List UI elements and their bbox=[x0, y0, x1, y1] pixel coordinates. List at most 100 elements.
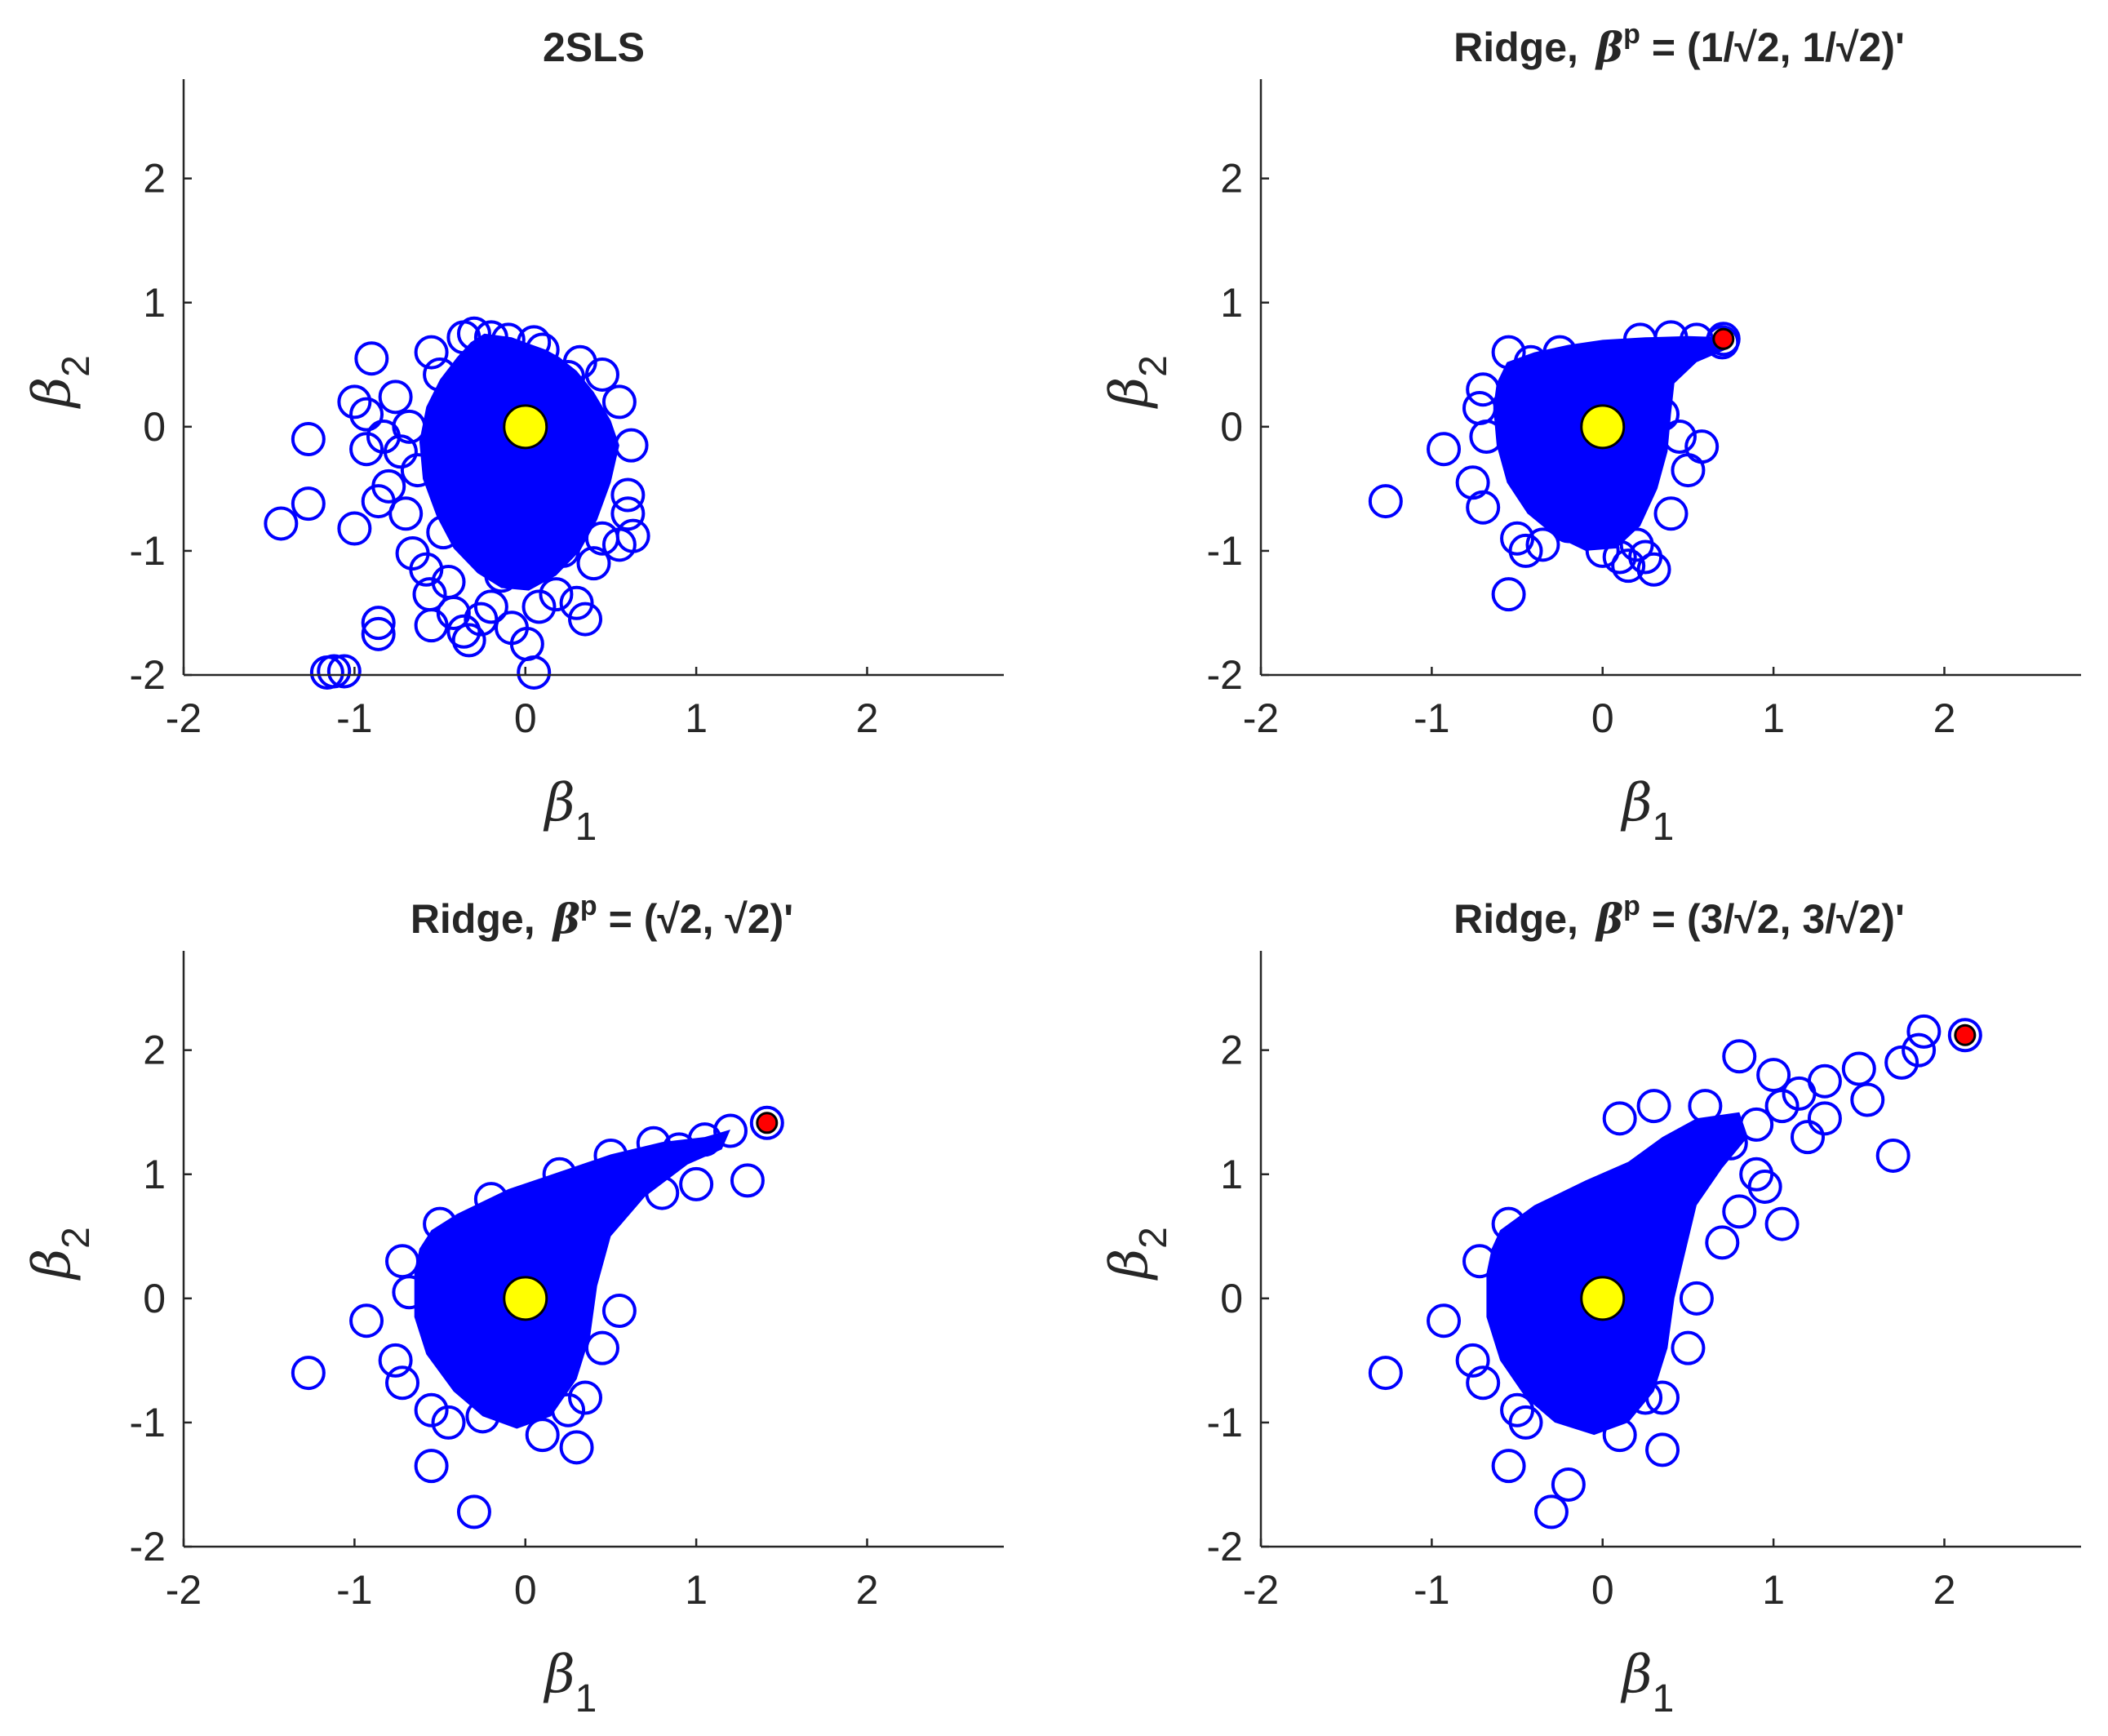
true-value-marker bbox=[503, 404, 548, 450]
title-superscript: p bbox=[1623, 19, 1640, 50]
sample-point bbox=[473, 1182, 508, 1217]
x-tick-label: 2 bbox=[1933, 1567, 1956, 1613]
chart-title-text: 2SLS bbox=[543, 24, 645, 70]
x-tick-label: 1 bbox=[1762, 695, 1785, 741]
y-tick-label: 0 bbox=[143, 1276, 166, 1321]
sample-point bbox=[465, 1399, 500, 1434]
sample-point bbox=[551, 360, 586, 394]
y-tick-label: -2 bbox=[1207, 652, 1243, 698]
x-tick-label: -1 bbox=[336, 695, 372, 741]
sample-point bbox=[713, 1113, 748, 1148]
sample-point bbox=[1427, 1303, 1462, 1339]
sample-point bbox=[1791, 1120, 1825, 1155]
sample-point bbox=[1533, 1494, 1569, 1530]
sample-point bbox=[1756, 1058, 1791, 1093]
sample-point bbox=[1653, 496, 1689, 531]
sample-point bbox=[464, 602, 499, 637]
x-tick-label: 1 bbox=[1762, 1567, 1785, 1613]
sample-point bbox=[484, 558, 519, 593]
sample-point bbox=[385, 1244, 419, 1279]
sample-point bbox=[610, 477, 646, 513]
chart-title: 2SLS bbox=[543, 24, 645, 70]
true-value-marker bbox=[1580, 1276, 1626, 1321]
sample-point bbox=[1508, 1405, 1543, 1440]
chart-title: Ridge, βp = (√2, √2)' bbox=[411, 890, 793, 943]
y-tick-label: 2 bbox=[143, 156, 166, 202]
x-tick-label: 1 bbox=[685, 1567, 708, 1613]
sample-point bbox=[1713, 1126, 1748, 1161]
y-axis-label: β2 bbox=[1099, 355, 1175, 409]
title-beta: β bbox=[1595, 895, 1623, 943]
sample-point bbox=[1645, 1432, 1680, 1467]
x-axis-label-sub: 1 bbox=[575, 806, 597, 849]
y-axis-label: β2 bbox=[22, 1227, 98, 1281]
x-tick-label: 2 bbox=[1933, 695, 1956, 741]
sample-point bbox=[1688, 1089, 1723, 1124]
sample-point bbox=[490, 322, 526, 357]
y-tick-label: 2 bbox=[1220, 156, 1243, 202]
sample-point bbox=[525, 1418, 560, 1453]
sample-point bbox=[593, 1138, 628, 1173]
sample-point bbox=[1462, 391, 1497, 426]
sample-point bbox=[1466, 1365, 1501, 1401]
sample-point bbox=[392, 409, 427, 444]
chart-title-text: Ridge, bbox=[1453, 24, 1578, 70]
prior-marker bbox=[1954, 1023, 1977, 1046]
sample-point bbox=[568, 602, 603, 637]
sample-point bbox=[371, 468, 406, 504]
x-axis-label: β1 bbox=[1621, 1645, 1675, 1720]
x-tick-label: 0 bbox=[1591, 695, 1614, 741]
sample-point bbox=[1469, 420, 1504, 454]
x-axis-label-beta: β bbox=[544, 1645, 575, 1705]
true-value-marker bbox=[503, 1276, 548, 1321]
sample-point bbox=[1602, 1418, 1637, 1453]
y-axis-label-sub: 2 bbox=[1132, 1227, 1175, 1249]
sample-point bbox=[1551, 508, 1586, 544]
title-superscript: p bbox=[1623, 890, 1640, 921]
sample-point bbox=[456, 316, 491, 351]
sample-point bbox=[615, 518, 650, 553]
sample-point bbox=[1455, 465, 1490, 500]
y-tick-label: -1 bbox=[130, 528, 166, 574]
sample-point bbox=[687, 1122, 722, 1157]
x-tick-label: -1 bbox=[1413, 695, 1449, 741]
y-tick-label: -1 bbox=[1207, 528, 1243, 574]
sample-point bbox=[423, 357, 458, 392]
sample-point bbox=[1636, 1089, 1671, 1124]
sample-point bbox=[451, 623, 486, 658]
sample-point bbox=[601, 384, 637, 420]
y-tick-label: -1 bbox=[1207, 1400, 1243, 1445]
sample-point bbox=[1368, 484, 1403, 519]
sample-point bbox=[414, 1392, 449, 1427]
sample-point bbox=[1679, 1281, 1714, 1316]
chart-title-text: Ridge, bbox=[411, 896, 535, 942]
sample-point bbox=[1902, 1032, 1937, 1068]
sample-point bbox=[456, 1494, 491, 1530]
sample-point bbox=[388, 496, 424, 531]
sample-point bbox=[1628, 539, 1663, 575]
sample-point bbox=[361, 606, 396, 641]
sample-point bbox=[1684, 429, 1720, 464]
sample-point bbox=[264, 506, 299, 541]
y-tick-label: 1 bbox=[1220, 1152, 1243, 1197]
y-tick-label: -1 bbox=[130, 1400, 166, 1445]
y-axis-label: β2 bbox=[1099, 1227, 1175, 1281]
sample-point bbox=[349, 432, 384, 467]
y-axis-label-sub: 2 bbox=[55, 1227, 98, 1249]
y-axis-label: β2 bbox=[22, 355, 98, 409]
prior-ring bbox=[1947, 1018, 1982, 1053]
y-tick-label: 0 bbox=[143, 404, 166, 450]
sample-cloud bbox=[419, 333, 619, 591]
sample-point bbox=[1491, 335, 1526, 370]
y-axis-label-beta: β bbox=[1099, 377, 1160, 409]
title-value: = (1/√2, 1/√2)' bbox=[1652, 24, 1905, 70]
sample-point bbox=[385, 1365, 419, 1401]
sample-point bbox=[576, 446, 611, 482]
sample-point bbox=[326, 654, 362, 689]
sample-point bbox=[730, 1163, 765, 1198]
y-tick-label: 2 bbox=[143, 1028, 166, 1073]
x-axis-label-beta: β bbox=[544, 773, 575, 833]
sample-point bbox=[423, 1206, 458, 1241]
